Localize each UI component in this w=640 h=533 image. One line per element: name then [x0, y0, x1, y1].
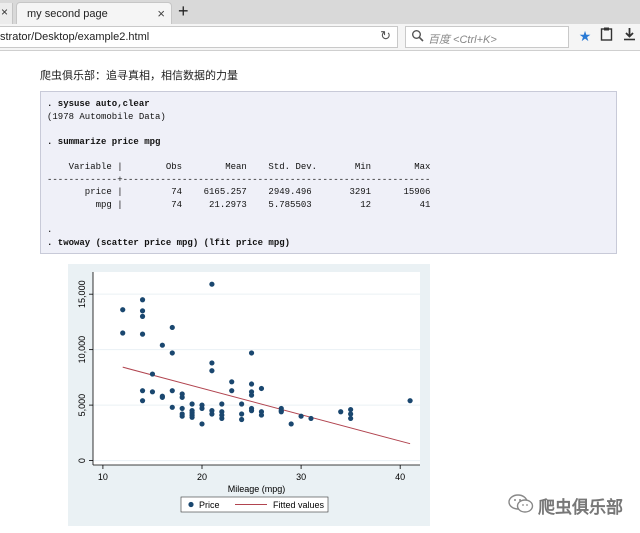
download-icon[interactable] — [621, 27, 637, 45]
stata-command: . summarize price mpg — [47, 136, 161, 147]
data-point — [169, 388, 175, 394]
data-point — [149, 371, 156, 377]
search-placeholder: 百度 <Ctrl+K> — [428, 34, 497, 46]
x-tick-label: 40 — [395, 472, 405, 482]
scatter-figure: 0 5,000 10,000 15,000 10 20 30 40 Mileage (mpg) P… — [68, 264, 430, 526]
data-point — [348, 406, 354, 413]
data-point — [229, 379, 235, 385]
data-point — [278, 409, 284, 415]
address-text: strator/Desktop/example2.html — [0, 31, 150, 43]
stata-command: . sysuse auto,clear — [47, 99, 150, 109]
data-point — [209, 360, 215, 366]
data-point — [169, 404, 175, 410]
data-point — [219, 401, 225, 407]
clipboard-icon[interactable] — [598, 27, 614, 45]
data-point — [199, 421, 205, 427]
stata-command: . twoway (scatter price mpg) (lfit price… — [47, 237, 291, 248]
stata-line: (1978 Automobile Data) — [47, 111, 166, 122]
data-point — [258, 412, 265, 418]
summary-header: Variable | Obs Mean Std. Dev. Min Max — [47, 161, 431, 172]
close-tab-icon[interactable]: × — [157, 6, 165, 21]
data-point — [248, 381, 255, 387]
data-point — [248, 408, 255, 414]
y-tick-label: 15,000 — [77, 280, 87, 308]
data-point — [229, 388, 235, 394]
data-point — [149, 389, 156, 395]
y-tick-label: 0 — [77, 458, 87, 463]
data-point — [139, 398, 146, 404]
reload-icon[interactable]: ↻ — [380, 28, 391, 43]
x-tick-label: 10 — [98, 472, 108, 482]
data-point — [308, 415, 314, 422]
stata-dot: . — [47, 224, 53, 235]
x-tick-label: 30 — [296, 472, 306, 482]
close-icon[interactable]: × — [1, 5, 9, 19]
data-point — [239, 416, 245, 423]
tab-previous[interactable]: × — [0, 3, 13, 24]
watermark-text: 爬虫俱乐部 — [538, 498, 623, 517]
data-point — [248, 392, 255, 398]
data-point — [209, 281, 215, 287]
data-point — [159, 342, 165, 348]
data-point — [288, 421, 294, 427]
data-point — [258, 385, 265, 392]
stata-output-block: . sysuse auto,clear (1978 Automobile Dat… — [40, 91, 617, 254]
legend-marker-price — [188, 501, 194, 508]
data-point — [298, 413, 304, 419]
data-point — [248, 350, 255, 356]
fitted-line — [122, 366, 411, 445]
data-point — [139, 297, 146, 303]
search-icon — [412, 30, 424, 42]
summary-rule: -------------+--------------------------… — [47, 174, 431, 185]
tab-title: my second page — [27, 8, 108, 20]
summary-row-price: price | 74 6165.257 2949.496 3291 15906 — [47, 187, 431, 198]
x-tick-label: 20 — [197, 472, 207, 482]
data-point — [179, 405, 185, 412]
stata-output-text: . sysuse auto,clear (1978 Automobile Dat… — [47, 98, 430, 249]
summary-row-mpg: mpg | 74 21.2973 5.785503 12 41 — [47, 199, 431, 210]
page-heading: 爬虫俱乐部：追寻真相，相信数据的力量 — [40, 70, 238, 82]
navigation-bar: strator/Desktop/example2.html ↻ 百度 <Ctrl… — [0, 24, 640, 51]
new-tab-icon[interactable]: + — [178, 1, 189, 21]
y-tick-label: 10,000 — [77, 336, 87, 364]
data-point — [407, 398, 413, 404]
data-point — [169, 324, 175, 331]
data-point — [209, 411, 215, 417]
tab-active[interactable]: my second page × — [16, 2, 172, 25]
data-point — [159, 394, 165, 400]
search-box[interactable]: 百度 <Ctrl+K> — [405, 26, 569, 48]
data-point — [139, 313, 146, 319]
data-point — [348, 415, 354, 422]
address-bar[interactable]: strator/Desktop/example2.html ↻ — [0, 26, 398, 48]
data-point — [199, 405, 205, 412]
legend-label-price: Price — [199, 500, 220, 510]
watermark: 爬虫俱乐部 — [508, 490, 630, 518]
data-point — [209, 368, 215, 374]
data-point — [139, 388, 146, 394]
legend-label-fitted: Fitted values — [273, 500, 325, 510]
data-point — [189, 401, 195, 407]
tab-strip: × my second page × + — [0, 0, 640, 25]
y-tick-label: 5,000 — [77, 394, 87, 417]
data-point — [239, 401, 245, 407]
plot-area — [93, 272, 420, 465]
wechat-icon — [508, 494, 534, 513]
data-point — [139, 308, 146, 314]
data-point — [139, 331, 146, 337]
scatter-chart: 0 5,000 10,000 15,000 10 20 30 40 Mileage (mpg) P… — [77, 272, 420, 513]
data-point — [348, 411, 354, 417]
data-point — [179, 394, 185, 400]
data-point — [120, 330, 126, 336]
data-point — [239, 411, 245, 417]
data-point — [120, 307, 126, 313]
data-point — [189, 414, 195, 420]
data-point — [169, 350, 175, 356]
data-point — [219, 415, 225, 422]
x-axis-title: Mileage (mpg) — [228, 484, 286, 494]
bookmark-star-icon[interactable]: ★ — [578, 28, 592, 44]
data-point — [179, 413, 185, 419]
data-point — [338, 409, 344, 415]
